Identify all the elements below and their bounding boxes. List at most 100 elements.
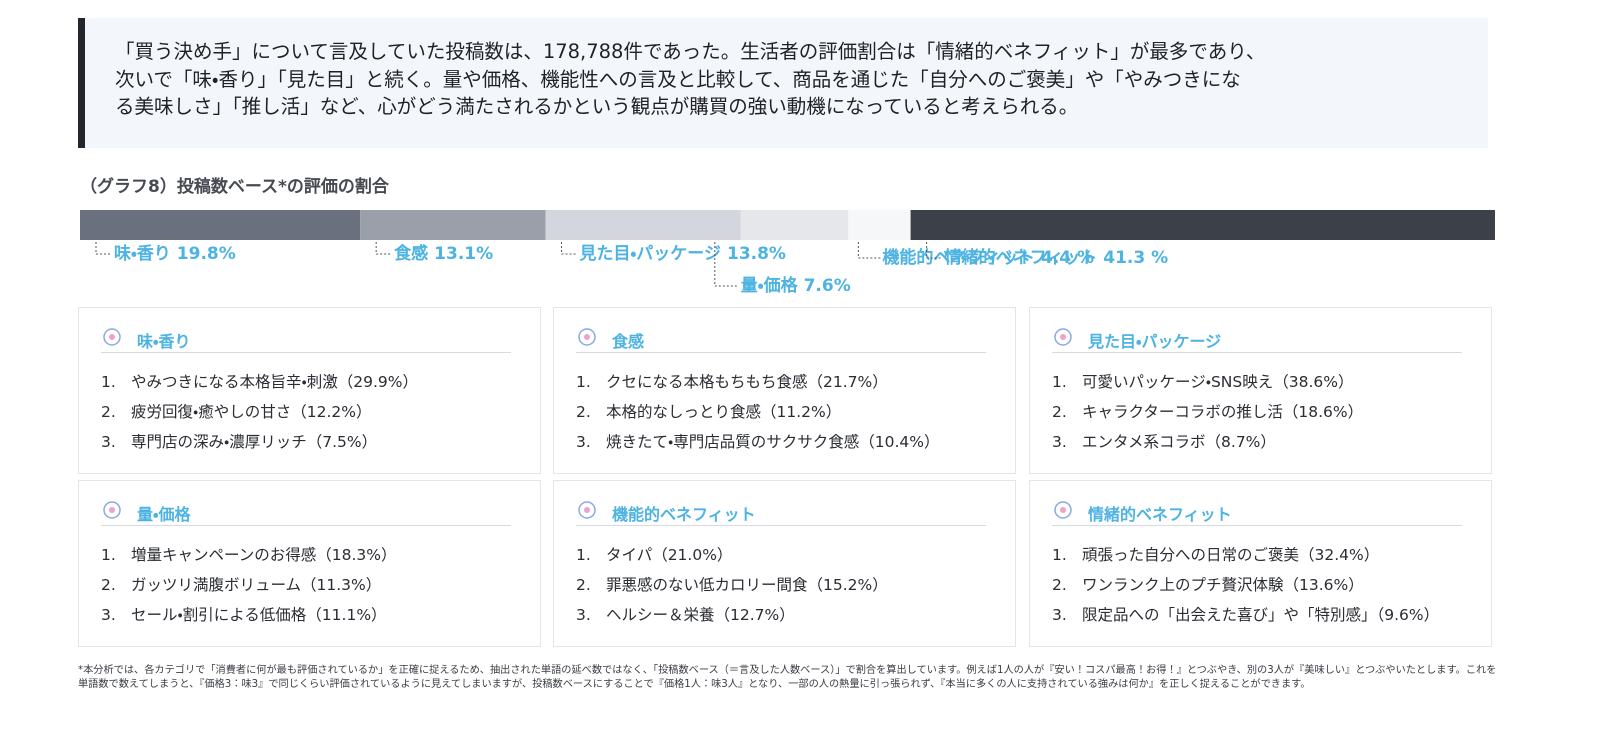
card: 食感 1. クセになる本格もちもち食感（21.7%） 2. 本格的なしっとり食感（11.… <box>553 307 1016 474</box>
card-icon <box>103 328 121 346</box>
segment-label: 見た目・パッケージ 13.8% <box>579 244 786 264</box>
item-number: 2. <box>101 576 116 594</box>
bar-segment <box>848 210 911 240</box>
item-text: 頑張った自分への日常のご褒美（32.4%） <box>1082 546 1380 564</box>
item-text: 専門店の深み・濃厚リッチ（7.5%） <box>131 433 378 451</box>
card-item: 2. キャラクターコラボの推し活（18.6%） <box>1052 400 1363 422</box>
card-header: 情緒的ベネフィット <box>1052 497 1462 526</box>
item-number: 3. <box>1052 606 1067 624</box>
footnote: *本分析では、各カテゴリで「消費者に何が最も評価されているか」を正確に捉えるため… <box>78 665 1497 690</box>
segment-label: 機能的ベネフィット 4.4 % <box>882 247 1094 268</box>
value-label: 13.1% <box>434 244 493 264</box>
item-text: やみつきになる本格旨辛・刺激（29.9%） <box>131 373 419 391</box>
item-text: 疲労回復・癒やしの甘さ（12.2%） <box>131 403 372 421</box>
summary-line: 次いで「味・香り」「見た目」と続く。量や価格、機能性への言及と比較して、商品を通… <box>115 67 1241 91</box>
summary-line: る美味しさ」「推し活」など、心がどう満たされるかという観点が購買の強い動機になっ… <box>115 95 1079 118</box>
item-text: 罪悪感のない低カロリー間食（15.2%） <box>606 576 888 594</box>
card: 情緒的ベネフィット 1. 頑張った自分への日常のご褒美（32.4%） 2. ワンランク上… <box>1029 480 1492 647</box>
card-title: 食感 <box>612 332 645 351</box>
card-item: 2. 疲労回復・癒やしの甘さ（12.2%） <box>101 400 372 422</box>
category-label: 味・香り <box>114 243 171 264</box>
card-icon <box>1054 501 1072 519</box>
item-number: 3. <box>101 606 116 624</box>
card-header: 見た目・パッケージ <box>1052 324 1462 353</box>
card-item: 1. 増量キャンペーンのお得感（18.3%） <box>101 543 396 565</box>
bar-segment <box>740 210 849 240</box>
item-text: 本格的なしっとり食感（11.2%） <box>606 403 842 421</box>
card-title: 量・価格 <box>137 505 191 524</box>
item-text: タイパ（21.0%） <box>606 546 733 564</box>
category-label: 情緒的ベネフィット <box>945 247 1098 268</box>
card-header: 量・価格 <box>101 497 511 526</box>
card-item: 3. エンタメ系コラボ（8.7%） <box>1052 430 1276 452</box>
item-number: 3. <box>101 433 116 451</box>
item-number: 1. <box>101 373 116 391</box>
item-number: 3. <box>1052 433 1067 451</box>
item-number: 1. <box>101 546 116 564</box>
card-item: 1. タイパ（21.0%） <box>576 543 732 565</box>
segment-label: 量・価格 7.6% <box>741 275 851 296</box>
item-text: ヘルシー＆栄養（12.7%） <box>606 606 795 624</box>
connector <box>95 242 112 255</box>
category-label: 機能的ベネフィット <box>882 247 1035 268</box>
item-number: 1. <box>1052 373 1067 391</box>
card-header: 機能的ベネフィット <box>576 497 986 526</box>
item-text: ガッツリ満腹ボリューム（11.3%） <box>131 576 382 594</box>
item-text: ワンランク上のプチ贅沢体験（13.6%） <box>1082 576 1364 594</box>
value-label: 7.6% <box>804 276 851 296</box>
value-label: 19.8% <box>177 244 236 264</box>
item-number: 1. <box>576 546 591 564</box>
card-item: 3. 専門店の深み・濃厚リッチ（7.5%） <box>101 430 377 452</box>
summary-box: 「買う決め手」について言及していた投稿数は、178,788件であった。生活者の評… <box>78 18 1488 148</box>
card-item: 1. 頑張った自分への日常のご褒美（32.4%） <box>1052 543 1379 565</box>
card-item: 3. 限定品への「出会えた喜び」や「特別感」（9.6%） <box>1052 603 1439 625</box>
chart-title: （グラフ8）投稿数ベース*の評価の割合 <box>80 177 389 197</box>
card-item: 3. 焼きたて・専門店品質のサクサク食感（10.4%） <box>576 430 940 452</box>
card-title: 情緒的ベネフィット <box>1088 505 1232 524</box>
connector <box>561 242 578 255</box>
item-number: 2. <box>101 403 116 421</box>
item-text: エンタメ系コラボ（8.7%） <box>1082 433 1276 451</box>
card-icon <box>578 328 596 346</box>
bar-segment <box>545 210 741 240</box>
item-text: 焼きたて・専門店品質のサクサク食感（10.4%） <box>606 433 940 451</box>
card-item: 1. やみつきになる本格旨辛・刺激（29.9%） <box>101 370 418 392</box>
stacked-bar-chart: 味・香り 19.8% 食感 13.1% 見た目・パッケージ 13.8% 量・価格 7.6% 機能… <box>80 210 1495 296</box>
card-item: 2. 本格的なしっとり食感（11.2%） <box>576 400 841 422</box>
card-item: 3. ヘルシー＆栄養（12.7%） <box>576 603 795 625</box>
connector <box>926 242 943 259</box>
value-label: 13.8% <box>727 244 786 264</box>
card-item: 2. ガッツリ満腹ボリューム（11.3%） <box>101 573 381 595</box>
item-number: 1. <box>1052 546 1067 564</box>
value-label: 4.4 % <box>1041 248 1094 268</box>
card: 量・価格 1. 増量キャンペーンのお得感（18.3%） 2. ガッツリ満腹ボリューム（1… <box>78 480 541 647</box>
card-header: 味・香り <box>101 324 511 353</box>
card-item: 2. ワンランク上のプチ贅沢体験（13.6%） <box>1052 573 1364 595</box>
category-label: 見た目・パッケージ <box>579 244 721 264</box>
item-number: 3. <box>576 606 591 624</box>
item-text: キャラクターコラボの推し活（18.6%） <box>1082 403 1364 421</box>
segment-label: 味・香り 19.8% <box>114 243 236 264</box>
category-label: 食感 <box>394 243 428 264</box>
connector <box>375 242 393 255</box>
item-number: 3. <box>576 433 591 451</box>
card-icon <box>103 501 121 519</box>
item-number: 2. <box>1052 576 1067 594</box>
card-title: 機能的ベネフィット <box>612 505 756 524</box>
card-item: 1. クセになる本格もちもち食感（21.7%） <box>576 370 888 392</box>
connector <box>714 242 739 287</box>
card-title: 味・香り <box>137 332 191 351</box>
card: 味・香り 1. やみつきになる本格旨辛・刺激（29.9%） 2. 疲労回復・癒やしの甘さ… <box>78 307 541 474</box>
card-item: 3. セール・割引による低価格（11.1%） <box>101 603 387 625</box>
category-label: 量・価格 <box>741 275 799 296</box>
item-number: 2. <box>576 403 591 421</box>
card-item: 1. 可愛いパッケージ・SNS映え（38.6%） <box>1052 370 1353 392</box>
item-text: セール・割引による低価格（11.1%） <box>131 606 387 624</box>
card: 見た目・パッケージ 1. 可愛いパッケージ・SNS映え（38.6%） 2. キャラクター… <box>1029 307 1492 474</box>
item-number: 2. <box>576 576 591 594</box>
connector <box>857 242 881 259</box>
bar-segment <box>910 210 1495 240</box>
value-label: 41.3 % <box>1103 248 1168 268</box>
